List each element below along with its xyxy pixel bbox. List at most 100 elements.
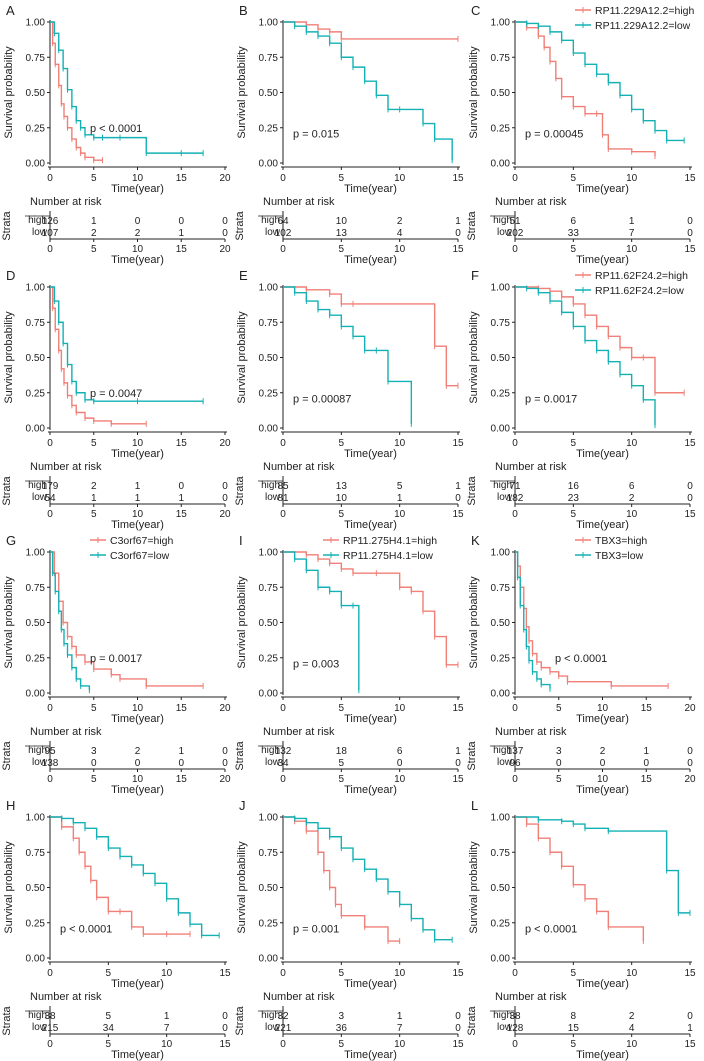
strata-label-high: high: [28, 480, 47, 491]
risk-count-low: 4: [629, 1023, 635, 1034]
risk-x-tick-label: 15: [684, 244, 696, 255]
risk-count-low: 0: [222, 1023, 228, 1034]
risk-count-low: 0: [222, 758, 228, 769]
risk-count-low: 107: [42, 228, 59, 239]
risk-x-tick-label: 10: [626, 509, 638, 520]
risk-count-high: 8: [571, 1011, 577, 1022]
strata-axis-label: Strata: [1, 1005, 13, 1035]
risk-x-tick-label: 15: [452, 1039, 464, 1050]
risk-count-low: 7: [629, 228, 635, 239]
y-tick-label: 0.25: [491, 123, 511, 134]
risk-x-axis-label: Time(year): [344, 519, 397, 531]
panel-letter: C: [471, 3, 480, 18]
y-tick-label: 1.00: [259, 813, 279, 824]
x-axis-label: Time(year): [111, 978, 164, 990]
risk-count-low: 1: [687, 1023, 693, 1034]
y-tick-label: 0.50: [491, 88, 511, 99]
x-tick-label: 15: [684, 968, 696, 979]
strata-axis-label: Strata: [1, 210, 13, 240]
risk-count-low: 0: [222, 493, 228, 504]
p-value: p = 0.0047: [90, 388, 142, 400]
y-tick-label: 0.25: [491, 918, 511, 929]
risk-count-low: 1: [135, 493, 141, 504]
strata-label-high: high: [261, 215, 280, 226]
risk-count-high: 0: [687, 216, 693, 227]
x-tick-label: 15: [176, 703, 188, 714]
risk-x-tick-label: 15: [452, 244, 464, 255]
x-tick-label: 20: [219, 173, 231, 184]
strata-label-low: low: [32, 227, 48, 238]
y-axis-label: Survival probability: [3, 46, 15, 139]
y-tick-label: 0.25: [259, 388, 279, 399]
y-tick-label: 0.50: [26, 88, 46, 99]
risk-count-low: 102: [275, 228, 292, 239]
risk-count-high: 137: [507, 746, 524, 757]
panel-letter: L: [471, 798, 478, 813]
risk-count-high: 64: [277, 216, 289, 227]
y-tick-label: 0.50: [259, 353, 279, 364]
x-tick-label: 0: [512, 173, 518, 184]
risk-x-tick-label: 0: [280, 1039, 286, 1050]
y-axis-label: Survival probability: [236, 311, 248, 404]
risk-count-high: 51: [509, 216, 521, 227]
strata-label-high: high: [493, 745, 512, 756]
y-tick-label: 0.25: [259, 653, 279, 664]
risk-x-tick-label: 0: [512, 1039, 518, 1050]
strata-axis-label: Strata: [1, 475, 13, 505]
risk-x-axis-label: Time(year): [576, 784, 629, 796]
x-tick-label: 20: [219, 438, 231, 449]
p-value: p = 0.0017: [90, 653, 142, 665]
strata-axis-label: Strata: [234, 475, 246, 505]
panel-D: D 0.00 0.25 0.50 0.75 1.00 Survival probabilit…: [1, 268, 231, 531]
legend-label-high: RP11.62F24.2=high: [595, 270, 688, 282]
risk-count-low: 0: [687, 493, 693, 504]
x-tick-label: 5: [556, 703, 562, 714]
strata-label-low: low: [32, 1022, 48, 1033]
risk-count-high: 18: [336, 746, 348, 757]
risk-count-low: 15: [568, 1023, 580, 1034]
strata-label-low: low: [265, 757, 281, 768]
y-tick-label: 0.00: [26, 424, 46, 435]
p-value: p = 0.0017: [525, 394, 577, 406]
x-tick-label: 10: [394, 438, 406, 449]
y-tick-label: 0.00: [259, 954, 279, 965]
risk-x-axis-label: Time(year): [344, 254, 397, 266]
y-tick-label: 0.00: [26, 954, 46, 965]
x-tick-label: 10: [626, 438, 638, 449]
panel-letter: B: [239, 3, 248, 18]
y-tick-label: 0.75: [491, 53, 511, 64]
y-axis-label: Survival probability: [3, 841, 15, 934]
risk-count-low: 7: [164, 1023, 170, 1034]
y-tick-label: 0.25: [26, 653, 46, 664]
y-tick-label: 0.75: [491, 583, 511, 594]
y-tick-label: 0.25: [259, 123, 279, 134]
strata-label-high: high: [28, 745, 47, 756]
survival-curve-low: [50, 286, 204, 402]
risk-table-title: Number at risk: [30, 991, 102, 1003]
survival-curve-low: [283, 551, 360, 691]
y-tick-label: 0.75: [26, 318, 46, 329]
risk-x-tick-label: 5: [91, 509, 97, 520]
x-tick-label: 15: [452, 438, 464, 449]
risk-count-low: 2: [135, 228, 141, 239]
survival-curve-low: [515, 551, 551, 689]
x-tick-label: 10: [161, 968, 173, 979]
y-tick-label: 0.50: [259, 883, 279, 894]
x-tick-label: 10: [394, 173, 406, 184]
p-value: p < 0.0001: [60, 924, 112, 936]
risk-x-tick-label: 0: [47, 244, 53, 255]
risk-count-high: 1: [455, 216, 461, 227]
y-axis-label: Survival probability: [236, 576, 248, 669]
risk-count-low: 34: [103, 1023, 115, 1034]
y-tick-label: 0.75: [26, 53, 46, 64]
risk-count-high: 0: [222, 481, 228, 492]
survival-curve-high: [50, 816, 190, 935]
p-value: p < 0.0001: [555, 653, 607, 665]
survival-curve-low: [515, 21, 685, 142]
y-tick-label: 0.25: [26, 918, 46, 929]
x-tick-label: 10: [394, 703, 406, 714]
risk-table-title: Number at risk: [495, 991, 567, 1003]
survival-curve-high: [50, 551, 204, 687]
risk-count-high: 32: [277, 1011, 289, 1022]
